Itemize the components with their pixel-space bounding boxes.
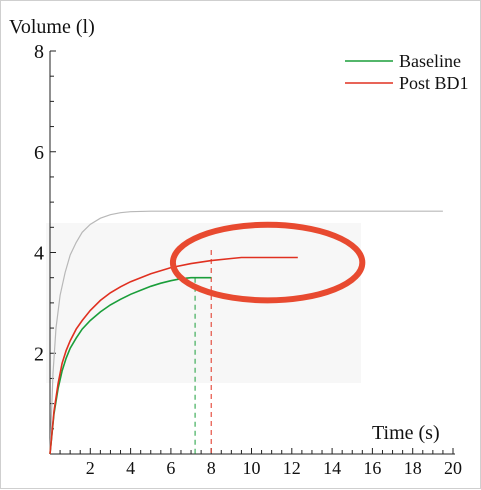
y-axis-label: Volume (l) <box>9 16 95 38</box>
axes: 2 4 6 8 2 4 6 8 10 12 14 16 18 20 <box>34 41 462 478</box>
series-line-baseline <box>49 276 212 455</box>
series-line-post-bd1 <box>49 256 298 455</box>
legend-label: Baseline <box>399 51 461 71</box>
series-lines <box>49 210 443 455</box>
x-tick-label: 12 <box>283 458 301 478</box>
y-tick-label: 8 <box>34 41 44 63</box>
x-tick-label: 18 <box>404 458 422 478</box>
x-tick-label: 6 <box>166 458 175 478</box>
x-tick-label: 20 <box>444 458 462 478</box>
y-tick-label: 4 <box>34 243 44 265</box>
highlight-ellipse <box>169 221 366 304</box>
annotation-layer <box>169 221 366 304</box>
y-tick-label: 2 <box>34 343 44 365</box>
x-tick-label: 10 <box>243 458 261 478</box>
series-line-reference <box>49 210 443 455</box>
marker-lines <box>194 249 212 454</box>
x-tick-label: 4 <box>126 458 135 478</box>
x-tick-label: 2 <box>86 458 95 478</box>
x-tick-label: 14 <box>323 458 341 478</box>
x-tick-label: 16 <box>363 458 381 478</box>
x-tick-label: 8 <box>207 458 216 478</box>
x-axis-label: Time (s) <box>372 422 440 444</box>
y-tick-label: 6 <box>34 142 44 164</box>
legend-label: Post BD1 <box>399 73 469 93</box>
plot-shaded-region <box>46 223 361 383</box>
